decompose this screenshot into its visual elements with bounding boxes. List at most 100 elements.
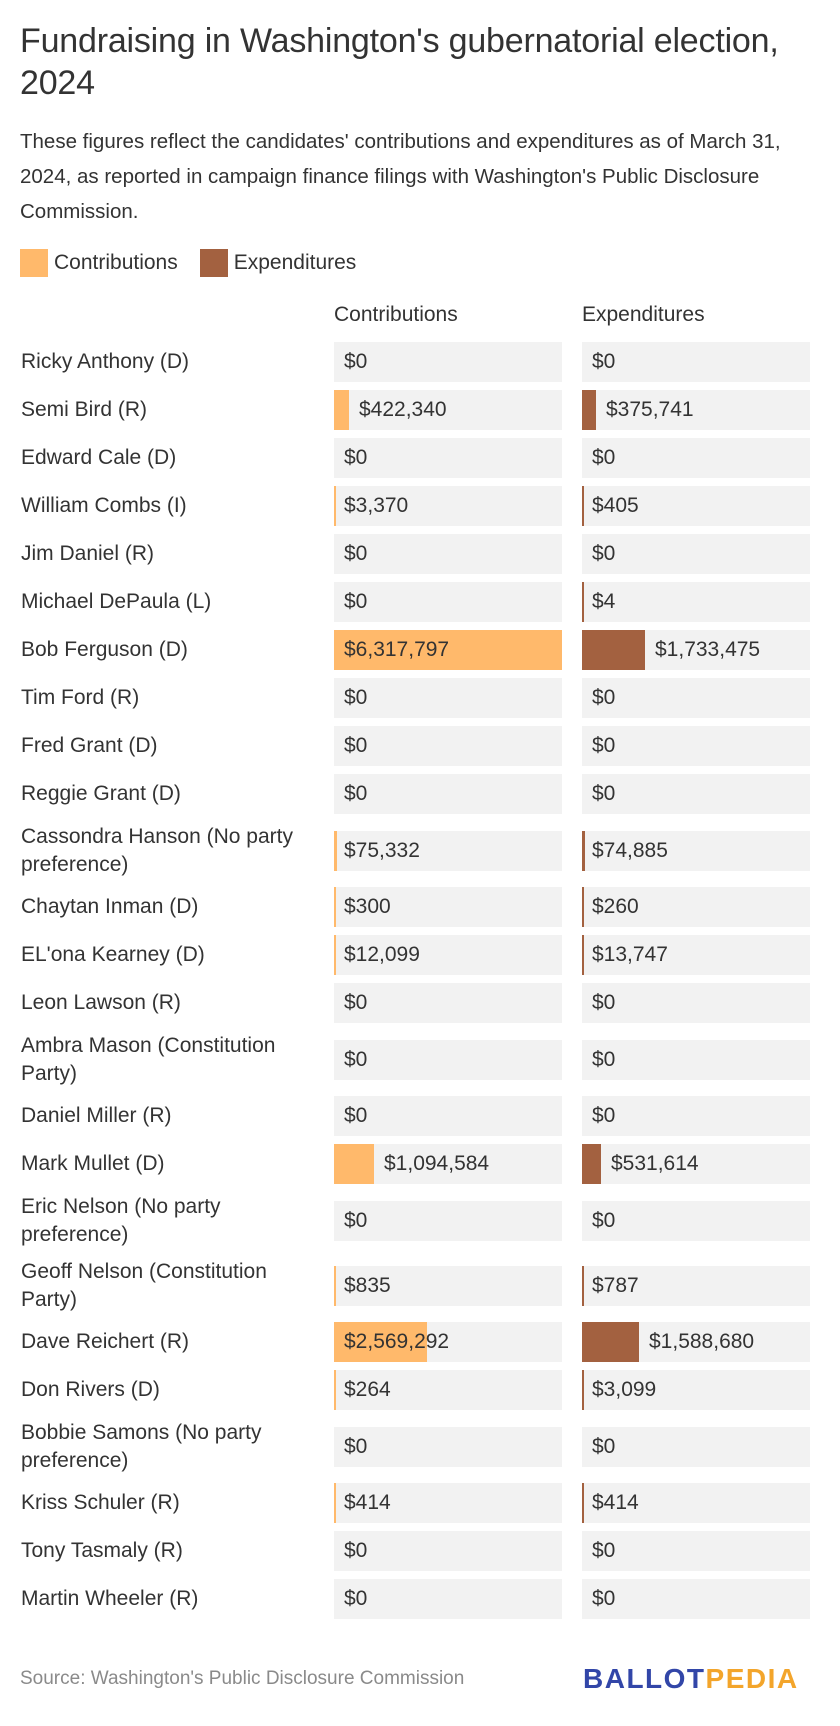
candidate-name: Bob Ferguson (D)	[21, 638, 188, 661]
candidate-name: Bobbie Samons (No party preference)	[21, 1420, 262, 1472]
contributions-value: $75,332	[344, 838, 420, 862]
contributions-cell: $2,569,292	[334, 1322, 562, 1362]
contributions-value: $0	[344, 1047, 368, 1071]
candidate-name: Ricky Anthony (D)	[21, 350, 190, 373]
candidate-name: Leon Lawson (R)	[21, 991, 181, 1014]
contributions-cell: $300	[334, 887, 562, 927]
contributions-cell: $264	[334, 1370, 562, 1410]
expenditures-cell: $1,733,475	[582, 630, 810, 670]
expenditures-value: $13,747	[592, 943, 668, 966]
table-row: Geoff Nelson (Constitution Party) $835 $…	[0, 1257, 840, 1314]
candidate-name: Michael DePaula (L)	[21, 590, 212, 613]
contributions-cell: $0	[334, 534, 562, 574]
contributions-cell: $0	[334, 1200, 562, 1241]
expenditures-value: $0	[592, 991, 616, 1014]
expenditures-value: $3,099	[592, 1378, 657, 1401]
contributions-value: $300	[344, 895, 391, 918]
contributions-value: $3,370	[344, 494, 409, 517]
expenditures-value: $4	[592, 590, 616, 613]
expenditures-bar	[582, 1483, 584, 1523]
logo-part-pedia: PEDIA	[705, 1663, 799, 1694]
expenditures-bar	[582, 830, 585, 871]
ballotpedia-logo: BALLOTPEDIA	[583, 1663, 799, 1695]
contributions-value: $264	[344, 1378, 391, 1401]
expenditures-cell: $0	[582, 1579, 810, 1619]
contributions-value: $0	[344, 1434, 368, 1458]
contributions-value: $0	[344, 350, 368, 373]
contributions-value: $0	[344, 1104, 368, 1127]
expenditures-value: $0	[592, 1104, 616, 1127]
expenditures-bar	[582, 1370, 584, 1410]
contributions-bar	[334, 1322, 427, 1362]
contributions-bar	[334, 486, 336, 526]
expenditures-cell: $787	[582, 1265, 810, 1306]
candidate-name: Kriss Schuler (R)	[21, 1491, 180, 1514]
contributions-value: $0	[344, 782, 368, 805]
contributions-bar	[334, 1144, 374, 1184]
expenditures-value: $0	[592, 734, 616, 757]
expenditures-value: $0	[592, 782, 616, 805]
candidate-name: Geoff Nelson (Constitution Party)	[21, 1259, 267, 1311]
contributions-cell: $12,099	[334, 935, 562, 975]
candidate-name: Mark Mullet (D)	[21, 1152, 165, 1175]
contributions-value: $422,340	[359, 398, 447, 421]
expenditures-cell: $405	[582, 486, 810, 526]
expenditures-cell: $414	[582, 1483, 810, 1523]
table-row: William Combs (I) $3,370 $405	[0, 486, 840, 526]
legend: Contributions Expenditures	[20, 249, 378, 277]
source-note: Source: Washington's Public Disclosure C…	[20, 1668, 465, 1689]
expenditures-value: $0	[592, 542, 616, 565]
expenditures-value: $0	[592, 350, 616, 373]
expenditures-cell: $3,099	[582, 1370, 810, 1410]
contributions-value: $0	[344, 991, 368, 1014]
contributions-cell: $0	[334, 1531, 562, 1571]
contributions-value: $0	[344, 1539, 368, 1562]
table-row: Don Rivers (D) $264 $3,099	[0, 1370, 840, 1410]
contributions-value: $2,569,292	[344, 1330, 450, 1353]
data-table: Ricky Anthony (D) $0 $0 Semi Bird (R) $4…	[0, 342, 840, 1627]
expenditures-value: $414	[592, 1491, 639, 1514]
expenditures-cell: $0	[582, 534, 810, 574]
candidate-name: Don Rivers (D)	[21, 1378, 160, 1401]
expenditures-value: $0	[592, 446, 616, 469]
contributions-cell: $414	[334, 1483, 562, 1523]
table-row: Dave Reichert (R) $2,569,292 $1,588,680	[0, 1322, 840, 1362]
expenditures-value: $260	[592, 895, 639, 918]
expenditures-value: $0	[592, 686, 616, 709]
expenditures-cell: $0	[582, 342, 810, 382]
expenditures-bar	[582, 486, 584, 526]
candidate-name: Dave Reichert (R)	[21, 1330, 190, 1353]
contributions-swatch-icon	[20, 249, 48, 277]
contributions-value: $1,094,584	[384, 1152, 490, 1175]
table-row: Edward Cale (D) $0 $0	[0, 438, 840, 478]
table-row: Ambra Mason (Constitution Party) $0 $0	[0, 1031, 840, 1088]
contributions-bar	[334, 887, 336, 927]
contributions-bar	[334, 830, 337, 871]
candidate-name: Semi Bird (R)	[21, 398, 148, 421]
table-row: Ricky Anthony (D) $0 $0	[0, 342, 840, 382]
contributions-cell: $0	[334, 438, 562, 478]
contributions-value: $6,317,797	[344, 638, 450, 661]
expenditures-cell: $0	[582, 1200, 810, 1241]
expenditures-bar	[582, 935, 584, 975]
contributions-bar	[334, 390, 349, 430]
contributions-cell: $1,094,584	[334, 1144, 562, 1184]
contributions-value: $835	[344, 1273, 391, 1297]
contributions-value: $0	[344, 446, 368, 469]
table-row: Semi Bird (R) $422,340 $375,741	[0, 390, 840, 430]
expenditures-swatch-icon	[199, 249, 228, 277]
table-row: Jim Daniel (R) $0 $0	[0, 534, 840, 574]
legend-label: Contributions	[54, 251, 178, 274]
contributions-value: $414	[344, 1491, 391, 1514]
expenditures-value: $787	[592, 1273, 639, 1297]
candidate-name: Reggie Grant (D)	[21, 782, 181, 805]
contributions-cell: $0	[334, 342, 562, 382]
expenditures-cell: $0	[582, 438, 810, 478]
contributions-cell: $0	[334, 1426, 562, 1467]
expenditures-value: $1,588,680	[649, 1330, 755, 1353]
contributions-bar	[334, 1483, 336, 1523]
candidate-name: EL'ona Kearney (D)	[21, 943, 205, 966]
expenditures-cell: $0	[582, 1039, 810, 1080]
expenditures-value: $0	[592, 1587, 616, 1610]
expenditures-cell: $375,741	[582, 390, 810, 430]
